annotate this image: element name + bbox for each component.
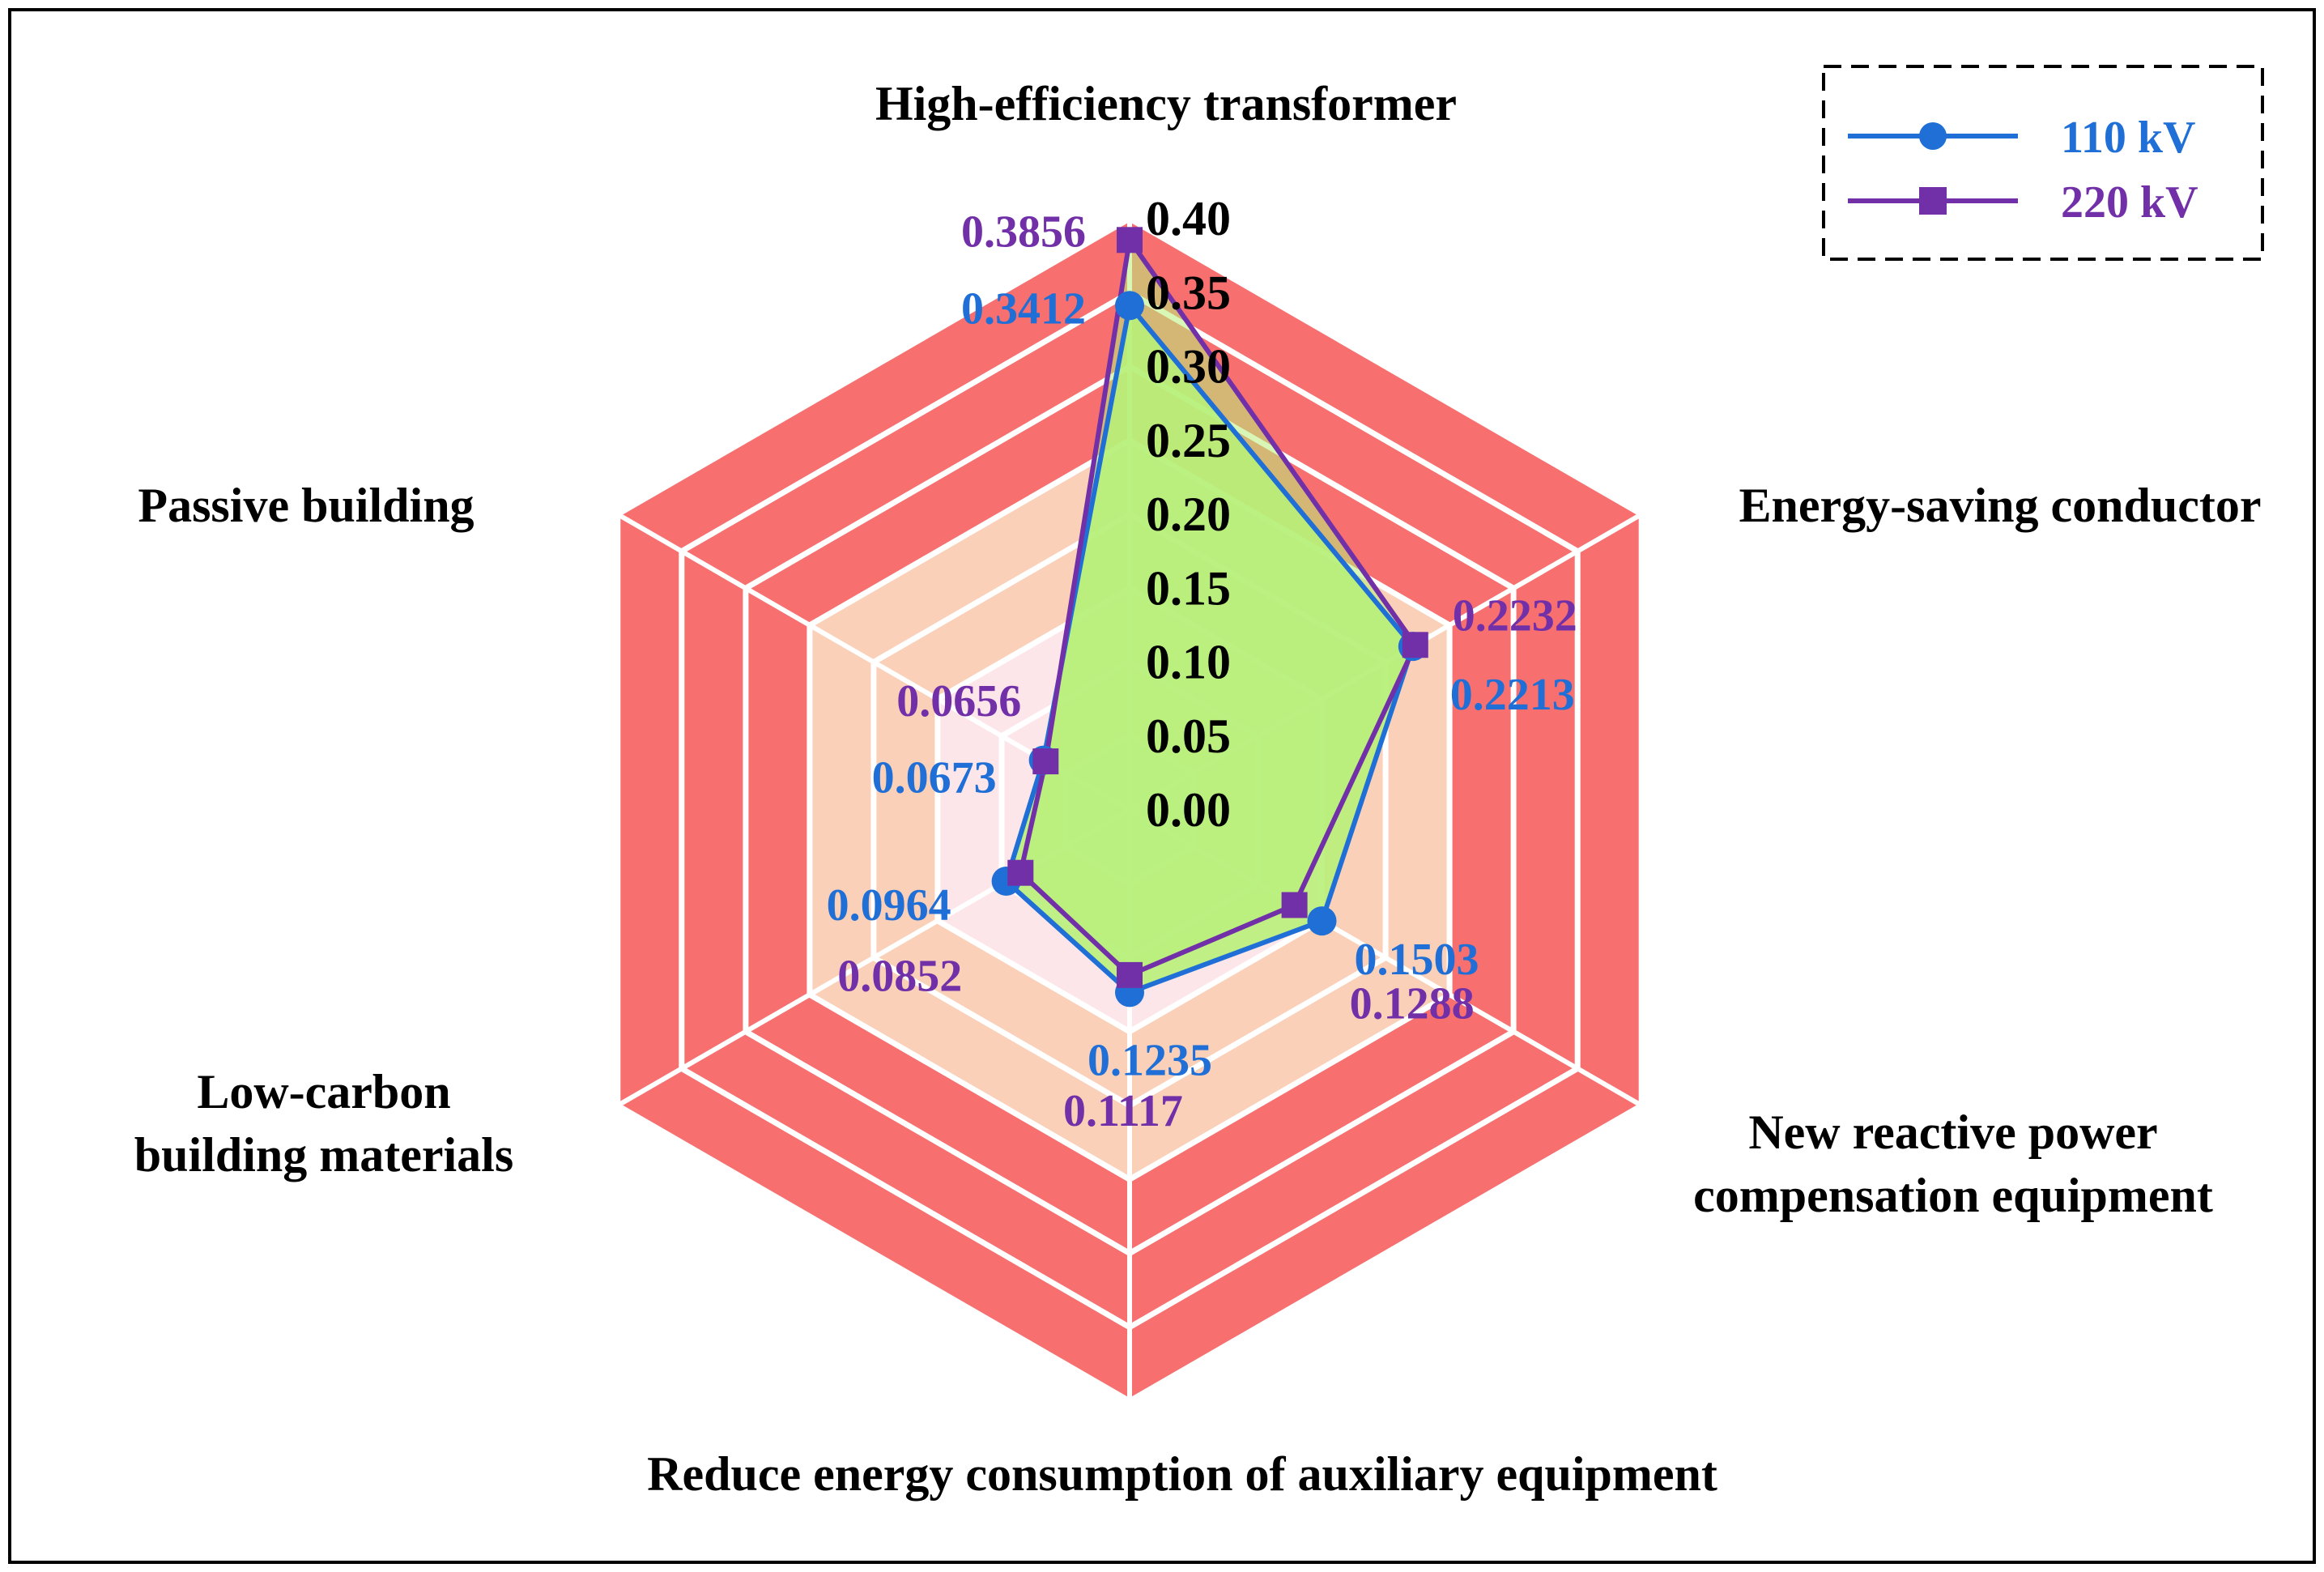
series-point-220-kv-reduce-energy-consumption-of-auxiliary-equipment <box>1117 961 1143 988</box>
legend: 110 kV 220 kV <box>1822 65 2264 261</box>
value-label-220-kv-reduce-energy-consumption-of-auxiliary-equipment: 0.1117 <box>1063 1086 1183 1136</box>
tick-label-0-20: 0.20 <box>1146 488 1231 541</box>
legend-marker-220kv <box>1919 187 1947 215</box>
value-label-110-kv-passive-building: 0.0673 <box>872 753 997 803</box>
value-label-220-kv-passive-building: 0.0656 <box>896 676 1021 726</box>
legend-label-110kv: 110 kV <box>2061 113 2196 163</box>
value-label-110-kv-energy-saving-conductor: 0.2213 <box>1450 670 1575 720</box>
tick-label-0-00: 0.00 <box>1146 783 1231 837</box>
series-point-110-kv-new-reactive-power-compensation-equipment <box>1307 906 1337 936</box>
value-label-110-kv-low-carbon-building-materials: 0.0964 <box>827 880 951 931</box>
value-label-220-kv-low-carbon-building-materials: 0.0852 <box>837 952 962 1002</box>
value-label-110-kv-new-reactive-power-compensation-equipment: 0.1503 <box>1355 935 1479 985</box>
series-point-220-kv-new-reactive-power-compensation-equipment <box>1281 892 1308 918</box>
tick-label-0-05: 0.05 <box>1146 709 1231 763</box>
series-point-220-kv-high-efficiency-transformer <box>1117 227 1143 253</box>
tick-label-0-25: 0.25 <box>1146 414 1231 467</box>
value-label-220-kv-energy-saving-conductor: 0.2232 <box>1453 590 1577 641</box>
value-label-110-kv-high-efficiency-transformer: 0.3412 <box>961 283 1086 334</box>
legend-box <box>1822 65 2264 261</box>
axis-label-passive-building: Passive building <box>138 479 474 532</box>
value-label-110-kv-reduce-energy-consumption-of-auxiliary-equipment: 0.1235 <box>1088 1035 1212 1085</box>
series-point-220-kv-passive-building <box>1032 748 1059 775</box>
axis-label-new-reactive-power-compensation-equipment-line-1: New reactive power <box>1748 1106 2157 1159</box>
axis-label-energy-saving-conductor: Energy-saving conductor <box>1739 479 2262 532</box>
tick-label-0-35: 0.35 <box>1146 266 1231 319</box>
tick-label-0-40: 0.40 <box>1146 192 1231 245</box>
legend-label-220kv: 220 kV <box>2061 177 2198 228</box>
legend-marker-110kv <box>1919 122 1947 150</box>
axis-label-low-carbon-building-materials-line-1: Low-carbon <box>197 1065 450 1118</box>
value-label-220-kv-new-reactive-power-compensation-equipment: 0.1288 <box>1350 979 1475 1029</box>
series-point-220-kv-low-carbon-building-materials <box>1007 859 1034 886</box>
series-point-110-kv-high-efficiency-transformer <box>1115 291 1144 321</box>
tick-label-0-30: 0.30 <box>1146 340 1231 394</box>
series-markers <box>991 227 1428 1008</box>
axis-label-high-efficiency-transformer: High-efficiency transformer <box>875 77 1457 130</box>
value-labels: 0.3412 0.2213 0.1503 0.1235 0.0964 0.0673 0.38… <box>827 207 1577 1136</box>
chart-frame <box>8 8 2316 1564</box>
series-fill-220-kv <box>1020 240 1415 975</box>
series-fills <box>1006 240 1415 993</box>
axis-label-low-carbon-building-materials-line-2: building materials <box>134 1128 513 1182</box>
axis-label-new-reactive-power-compensation-equipment-line-2: compensation equipment <box>1693 1169 2213 1222</box>
radial-tick-labels: 0.00 0.05 0.10 0.15 0.20 0.25 0.30 0.35 0.40 <box>1146 192 1231 837</box>
series-point-220-kv-energy-saving-conductor <box>1402 632 1428 658</box>
tick-label-0-10: 0.10 <box>1146 636 1231 689</box>
tick-label-0-15: 0.15 <box>1146 561 1231 615</box>
value-label-220-kv-high-efficiency-transformer: 0.3856 <box>961 207 1086 257</box>
axis-labels: High-efficiency transformer Energy-saving… <box>134 77 2262 1501</box>
axis-label-reduce-energy-consumption-of-auxiliary-equipment: Reduce energy consumption of auxiliary e… <box>647 1447 1717 1501</box>
